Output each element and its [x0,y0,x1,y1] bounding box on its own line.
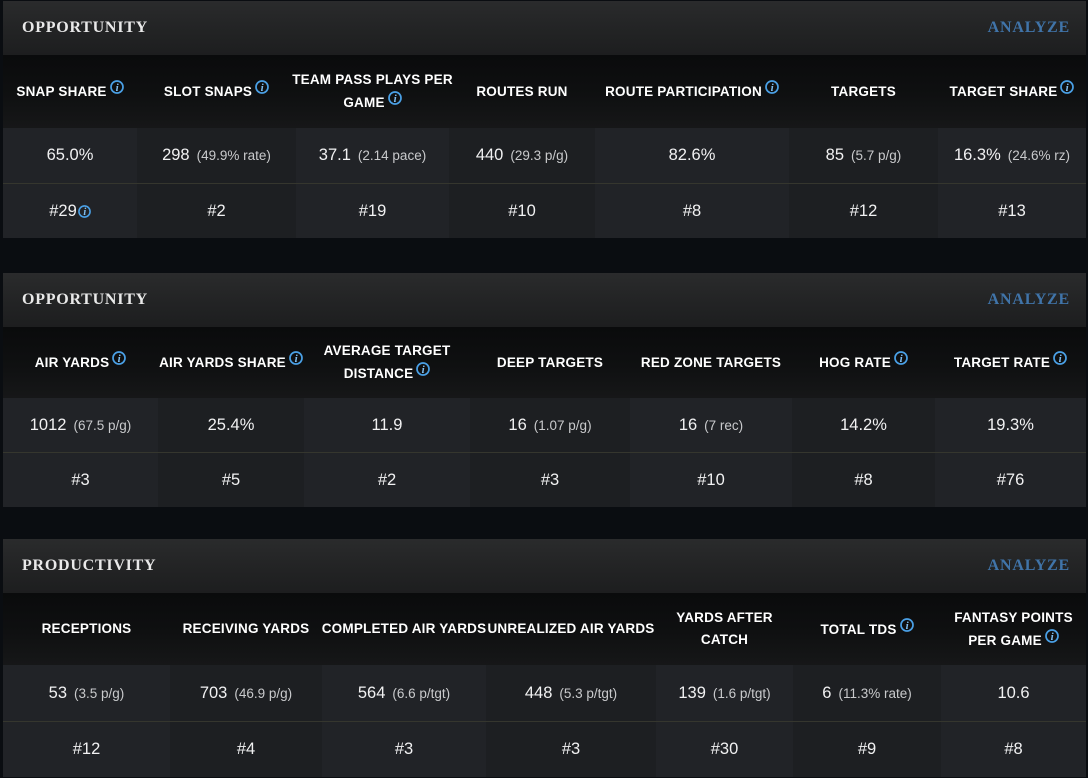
svg-text:i: i [1050,630,1054,642]
svg-text:i: i [261,82,265,94]
svg-text:i: i [393,93,397,105]
svg-text:i: i [1066,82,1070,94]
svg-text:i: i [295,353,299,365]
svg-text:i: i [115,82,119,94]
svg-text:i: i [1059,353,1063,365]
svg-text:i: i [118,353,122,365]
svg-text:i: i [83,207,86,218]
svg-text:i: i [905,619,909,631]
svg-text:i: i [422,364,426,376]
svg-text:i: i [900,353,904,365]
svg-text:i: i [771,82,775,94]
